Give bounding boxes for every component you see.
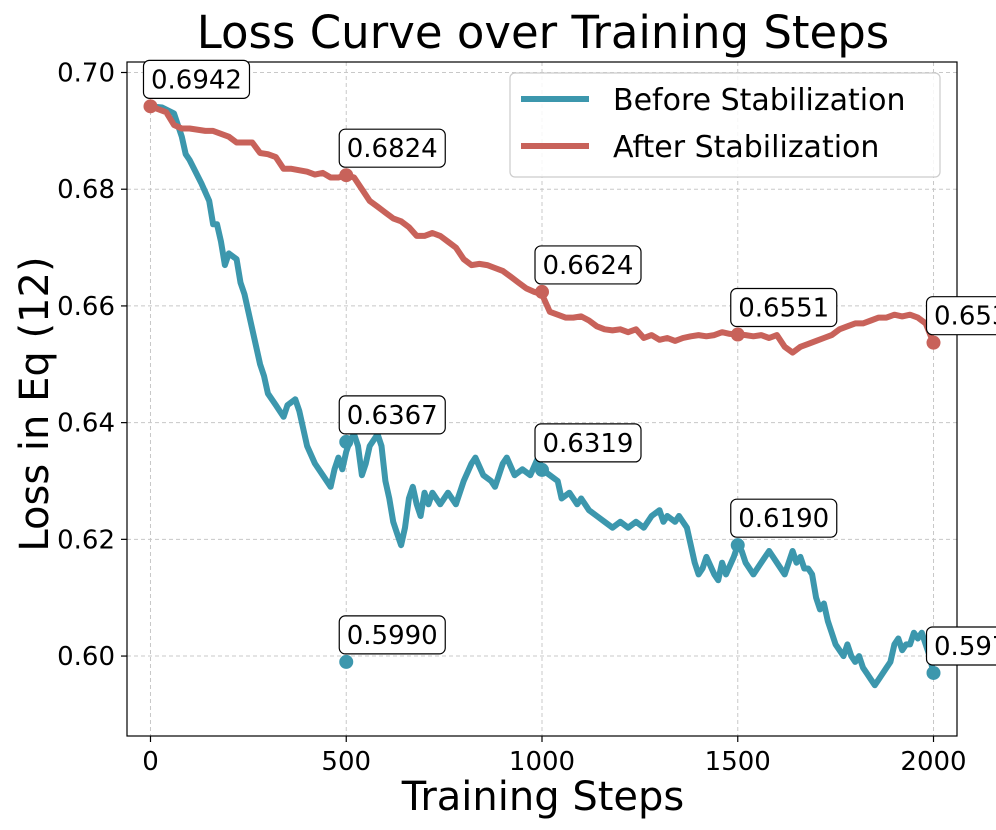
annotation-box: 0.6537 [925,296,996,336]
annotations: 0.6942 0.6824 0.6624 0.6551 0.6537 0.6367 0.63… [142,59,996,666]
legend-label: Before Stabilization [613,83,905,118]
annotation-box: 0.6624 [534,245,642,285]
x-tick-label: 0 [142,747,159,777]
annotation-frame [730,287,838,328]
annotation-frame [142,59,251,99]
annotation-box: 0.6824 [338,128,446,168]
legend-frame [509,72,941,178]
annotation-marker [926,335,941,350]
annotation-marker [339,168,354,183]
legend: Before Stabilization After Stabilization [509,72,941,178]
annotation-box: 0.6319 [534,423,642,463]
plot-frame [126,61,958,737]
legend-label: After Stabilization [613,130,879,165]
y-tick-label: 0.66 [57,292,115,322]
annotation-box: 0.6942 [142,59,251,99]
series-line-before [147,103,937,689]
annotation-box: 0.5971 [925,626,996,666]
annotation-label: 0.6624 [543,251,634,281]
plot-area [143,99,941,689]
annotation-marker [535,284,549,299]
annotation-box: 0.6367 [338,395,446,435]
series-line-after [147,103,937,356]
x-tick-label: 1000 [509,747,575,777]
annotation-frame [338,395,446,435]
annotation-box: 0.6190 [730,498,838,538]
annotation-label: 0.6942 [151,65,242,95]
annotation-marker [339,434,354,449]
x-axis-label: Training Steps [401,774,684,820]
annotation-marker [730,538,745,553]
y-tick-label: 0.60 [57,642,115,672]
y-tick-label: 0.64 [57,409,115,439]
annotation-box: 0.5990 [338,615,446,655]
annotation-label: 0.5971 [934,632,996,662]
y-axis-label: Loss in Eq (12) [12,256,58,551]
annotation-label: 0.6190 [738,504,829,534]
annotation-frame [925,296,996,336]
annotation-label: 0.6824 [347,134,438,164]
x-tick-label: 500 [321,747,371,777]
annotation-marker [730,327,745,342]
annotation-label: 0.6537 [934,302,996,332]
annotation-label: 0.6551 [738,294,829,324]
chart-title: Loss Curve over Training Steps [197,6,890,59]
y-tick-label: 0.68 [57,175,115,205]
ticks: 0 500 1000 1500 2000 0.60 0.62 0.64 0.66 0.68 0.70 [57,59,966,777]
annotation-frame [534,245,642,285]
x-tick-label: 2000 [900,747,966,777]
annotation-frame [730,498,838,538]
annotation-label: 0.6367 [347,401,438,431]
annotation-frame [338,128,446,168]
y-tick-label: 0.70 [57,59,115,89]
annotation-label: 0.5990 [347,621,438,651]
annotation-frame [338,615,446,655]
x-tick-label: 1500 [705,747,771,777]
annotation-marker [143,99,158,114]
annotation-frame [534,423,642,463]
annotation-marker [535,462,549,477]
y-tick-label: 0.62 [57,525,115,555]
annotation-box: 0.6551 [730,287,838,328]
annotation-label: 0.6319 [543,429,634,459]
annotation-marker [339,654,354,669]
annotation-marker [926,665,941,680]
annotation-frame [925,626,996,666]
